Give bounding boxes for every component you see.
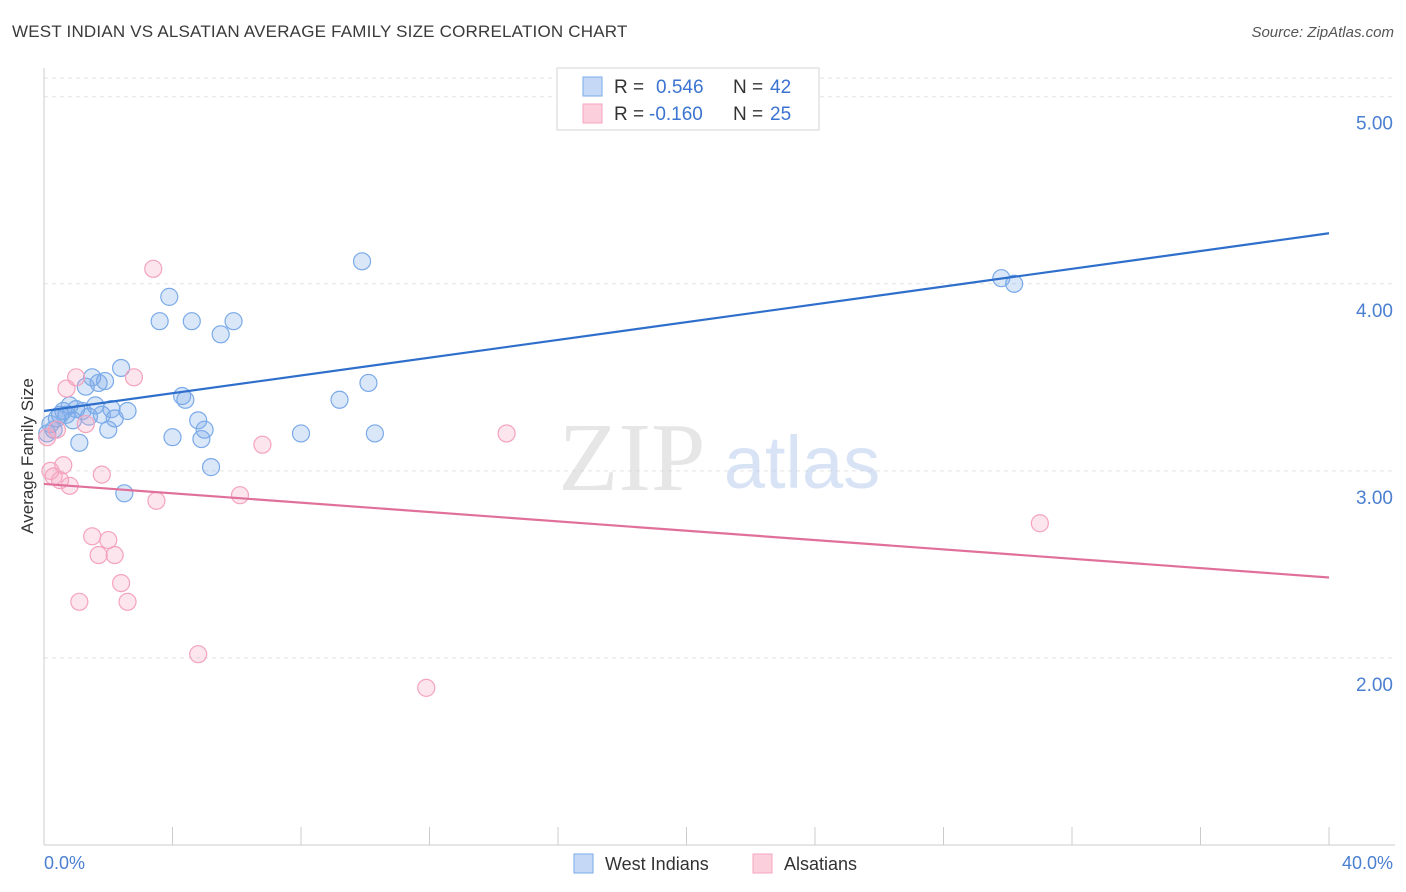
alsatians-point xyxy=(189,645,208,664)
alsatians-point xyxy=(1030,514,1049,533)
y-tick-labels: 2.00 3.00 4.00 5.00 xyxy=(1356,114,1393,696)
alsatians-point xyxy=(144,259,163,278)
x-tick-label-max: 40.0% xyxy=(1342,853,1393,873)
legend-r-value-1: -0.160 xyxy=(649,104,703,125)
alsatians-point xyxy=(124,368,144,387)
alsatians-point xyxy=(118,592,137,611)
west-indians-point xyxy=(189,411,208,430)
alsatians-point xyxy=(38,428,57,447)
trend-lines xyxy=(43,232,1330,579)
west-indians-point xyxy=(201,458,221,477)
y-tick-label: 4.00 xyxy=(1356,301,1393,322)
source-label: Source: ZipAtlas.com xyxy=(1251,24,1394,41)
alsatians-trend-line xyxy=(43,482,1330,579)
alsatians-point xyxy=(54,456,73,475)
west-indians-point xyxy=(160,287,179,306)
west-indians-point xyxy=(150,312,169,331)
watermark-zip: ZIP xyxy=(559,404,706,512)
west-indians-point xyxy=(359,373,378,393)
west-indians-point xyxy=(118,401,137,421)
legend-bottom: West Indians Alsatians xyxy=(573,853,857,874)
west-indians-point xyxy=(195,420,214,439)
west-indians-point xyxy=(70,433,89,452)
legend-n-label-1: N = xyxy=(733,104,763,125)
west-indians-point xyxy=(224,312,243,331)
alsatians-point xyxy=(92,465,111,484)
west-indians-point xyxy=(163,428,182,447)
gridlines xyxy=(44,77,1395,659)
alsatians-point xyxy=(70,592,89,611)
west-indians-trend-line xyxy=(43,232,1330,413)
alsatians-point xyxy=(89,545,108,565)
west-indians-point xyxy=(182,312,201,331)
watermark-atlas: atlas xyxy=(724,421,880,504)
west-indians-point xyxy=(111,358,131,378)
legend-bottom-swatch-alsatians xyxy=(752,853,773,874)
watermark: ZIP atlas xyxy=(559,404,881,512)
alsatians-point xyxy=(47,420,66,439)
chart-title: WEST INDIAN VS ALSATIAN AVERAGE FAMILY S… xyxy=(12,22,628,41)
legend-n-label-0: N = xyxy=(733,77,763,98)
legend-bottom-alsatians: Alsatians xyxy=(784,854,857,874)
legend-bottom-swatch-west-indians xyxy=(573,853,594,874)
legend-r-label-1: R = xyxy=(614,104,644,125)
west-indians-point xyxy=(95,371,115,391)
legend-top: R = 0.546 N = 42 R = -0.160 N = 25 xyxy=(556,67,820,131)
west-indians-point xyxy=(352,252,372,271)
west-indians-point xyxy=(291,424,311,443)
alsatians-point xyxy=(253,435,272,454)
alsatians-points xyxy=(38,259,1049,697)
legend-swatch-west-indians xyxy=(582,76,603,97)
alsatians-point xyxy=(497,424,516,443)
legend-r-label-0: R = xyxy=(614,77,644,98)
alsatians-point xyxy=(83,527,102,546)
alsatians-point xyxy=(99,530,118,550)
west-indians-point xyxy=(176,390,195,409)
west-indians-point xyxy=(1005,274,1024,293)
legend-n-value-1: 25 xyxy=(770,104,791,125)
alsatians-point xyxy=(76,414,95,434)
y-tick-label: 5.00 xyxy=(1356,114,1393,135)
legend-bottom-west-indians: West Indians xyxy=(605,854,709,874)
west-indians-point xyxy=(115,484,134,503)
alsatians-point xyxy=(417,678,436,697)
west-indians-point xyxy=(365,424,384,443)
y-tick-label: 2.00 xyxy=(1356,675,1393,696)
legend-swatch-alsatians xyxy=(582,103,603,124)
x-tick-labels: 0.0% 40.0% xyxy=(44,853,1393,873)
west-indians-point xyxy=(330,390,349,409)
axes xyxy=(43,68,1395,846)
y-tick-label: 3.00 xyxy=(1356,488,1393,509)
west-indians-point xyxy=(99,420,118,439)
alsatians-point xyxy=(67,368,86,387)
west-indians-point xyxy=(211,325,230,344)
west-indians-point xyxy=(89,373,108,393)
legend-n-value-0: 42 xyxy=(770,77,791,98)
alsatians-point xyxy=(111,573,131,593)
alsatians-point xyxy=(105,545,124,565)
x-tick-label-min: 0.0% xyxy=(44,853,85,873)
alsatians-point xyxy=(230,486,250,505)
legend-r-value-0: 0.546 xyxy=(656,77,704,98)
alsatians-point xyxy=(147,491,166,510)
